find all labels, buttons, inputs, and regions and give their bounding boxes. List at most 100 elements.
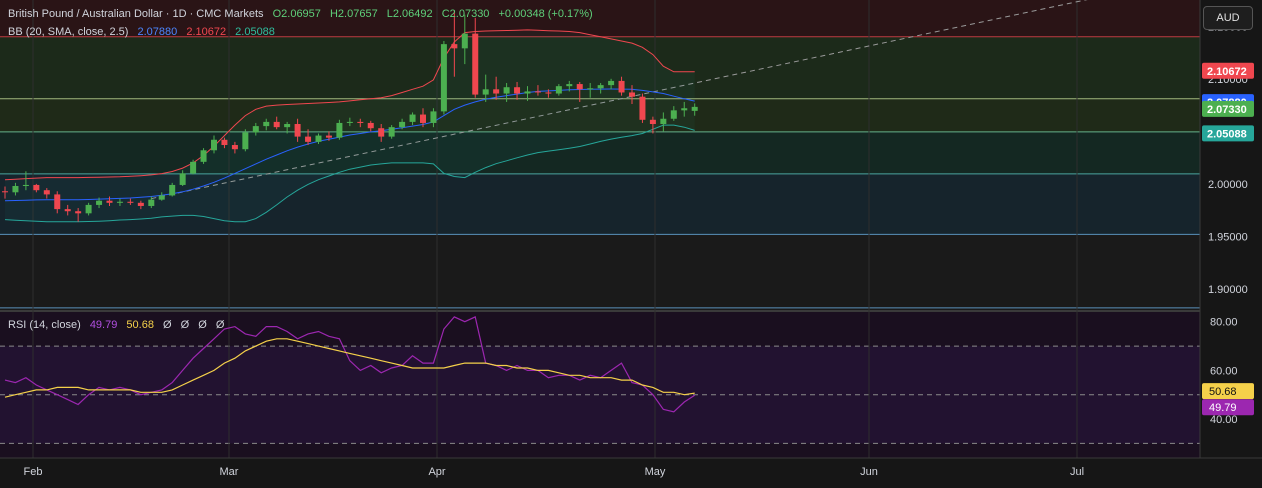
candle-body (514, 87, 521, 94)
rsi-ma-value: 50.68 (126, 319, 154, 331)
candle-body (190, 161, 197, 174)
candle-body (263, 121, 270, 127)
candle-body (388, 127, 395, 137)
symbol-name: British Pound / Australian Dollar · 1D ·… (8, 8, 264, 20)
candle-body (576, 84, 583, 90)
candle-body (649, 119, 656, 124)
candle-body (33, 184, 40, 191)
candle-body (200, 150, 207, 162)
candle-body (294, 124, 301, 137)
candle-body (116, 201, 123, 203)
rsi-tick-label: 60.00 (1210, 365, 1238, 377)
price-badge-label: 2.07330 (1207, 104, 1247, 116)
candle-body (430, 111, 437, 123)
time-tick-label: Apr (428, 466, 445, 478)
candle-body (137, 202, 144, 206)
candle-body (534, 91, 541, 93)
bb-lower-line (4, 124, 695, 223)
candle-body (273, 121, 280, 128)
ohlc-change: +0.00348 (+0.17%) (498, 8, 593, 20)
candle-body (608, 80, 615, 86)
rsi-extra: Ø (180, 319, 190, 331)
rsi-ma-line (4, 338, 695, 398)
currency-button[interactable]: AUD (1203, 6, 1253, 30)
candle-body (409, 114, 416, 122)
candle-body (346, 121, 353, 123)
rsi-badge-label: 49.79 (1209, 402, 1237, 414)
candle-body (284, 124, 291, 128)
candle-body (378, 128, 385, 137)
price-tick-label: 2.00000 (1208, 179, 1248, 191)
rsi-legend: RSI (14, close) 49.79 50.68 Ø Ø Ø Ø (8, 319, 230, 331)
candle-body (545, 92, 552, 94)
time-tick-label: Mar (220, 466, 239, 478)
rsi-tick-label: 80.00 (1210, 317, 1238, 329)
candle-body (315, 135, 322, 142)
price-badge (1202, 62, 1254, 79)
candle-body (420, 114, 426, 123)
price-badge-label: 2.10672 (1207, 66, 1247, 78)
rsi-tick-label: 40.00 (1210, 414, 1238, 426)
candle-body (231, 145, 238, 150)
candle-body (127, 201, 134, 203)
candle-body (12, 186, 19, 193)
candle-body (158, 195, 165, 200)
candle-body (64, 209, 71, 212)
candle-body (440, 44, 447, 112)
bb-legend: BB (20, SMA, close, 2.5) 2.07880 2.10672… (8, 26, 281, 38)
candle-body (670, 110, 677, 119)
candle-body (461, 33, 468, 49)
candle-body (2, 191, 8, 193)
candle-body (367, 122, 374, 129)
rsi-extra: Ø (198, 319, 207, 331)
price-badge (1202, 100, 1254, 117)
candle-body (451, 44, 458, 49)
candle-body (252, 126, 259, 133)
candle-body (242, 132, 249, 150)
bb-label: BB (20, SMA, close, 2.5) (8, 26, 129, 38)
price-badge-label: 2.05088 (1207, 128, 1247, 140)
time-tick-label: Feb (24, 466, 43, 478)
candle-body (472, 33, 479, 95)
ohlc-open: O2.06957 (272, 8, 321, 20)
candle-body (691, 106, 698, 111)
time-axis-bg (0, 458, 1262, 488)
price-tick-label: 1.90000 (1208, 284, 1248, 296)
time-tick-label: Jun (860, 466, 878, 478)
time-tick-label: May (645, 466, 666, 478)
candle-body (503, 87, 510, 94)
candle-body (399, 121, 406, 128)
candle-body (75, 211, 82, 214)
rsi-extra: Ø (163, 319, 172, 331)
candle-body (96, 200, 103, 205)
rsi-line (4, 316, 696, 413)
candle-body (221, 139, 228, 146)
candle-body (211, 139, 217, 151)
time-tick-label: Jul (1070, 466, 1084, 478)
candle-body (597, 85, 604, 89)
rsi-value: 49.79 (89, 319, 118, 331)
candle-body (587, 88, 594, 90)
bb-upper-value: 2.10672 (186, 26, 227, 38)
candle-body (493, 89, 500, 94)
zone-bg (0, 36, 1200, 99)
candle-body (618, 80, 625, 93)
zone-bg (0, 131, 1200, 174)
ohlc-close: C2.07330 (441, 8, 490, 20)
bb-upper-line (4, 29, 695, 181)
candle-body (482, 89, 489, 95)
zone-bg (0, 234, 1200, 310)
price-badge (1202, 125, 1254, 142)
ohlc-high: H2.07657 (329, 8, 378, 20)
candle-body (555, 86, 562, 94)
bb-basis-value: 2.07880 (137, 26, 178, 38)
rsi-extra: Ø (215, 319, 225, 331)
candle-body (85, 204, 92, 214)
candle-body (639, 96, 646, 120)
candle-body (336, 122, 343, 138)
zone-bg (0, 173, 1200, 235)
candle-body (169, 184, 176, 196)
candle-body (325, 135, 332, 138)
candle-body (22, 184, 29, 186)
